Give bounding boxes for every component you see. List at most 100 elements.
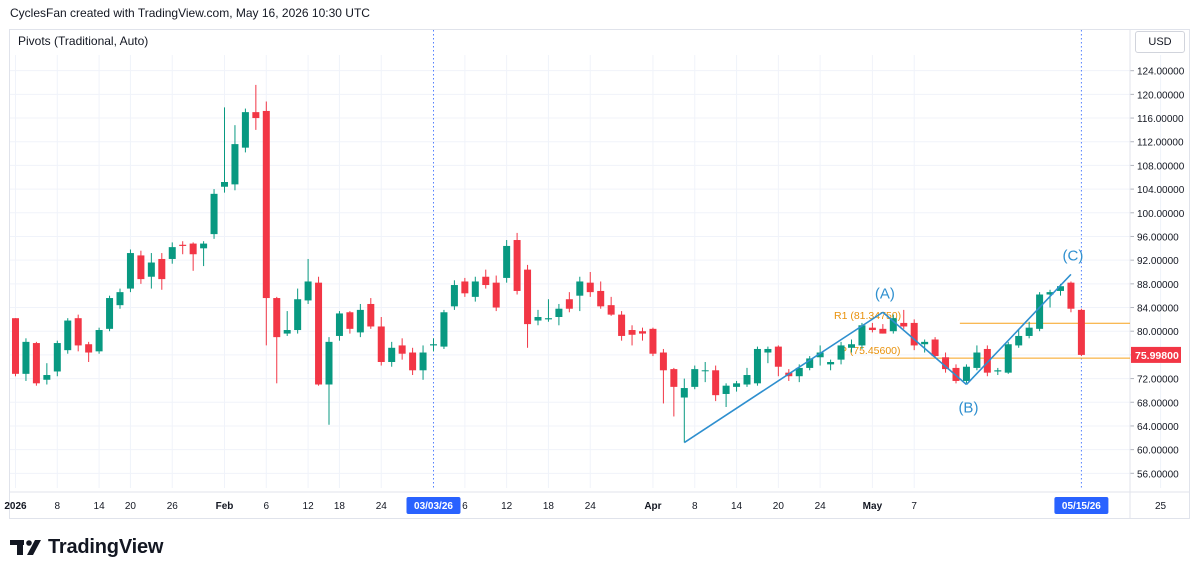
- candle: [576, 276, 584, 312]
- candle: [377, 317, 385, 366]
- candle: [670, 367, 678, 417]
- candle: [461, 277, 469, 297]
- x-tick-label: 14: [731, 501, 743, 512]
- candle: [367, 298, 375, 329]
- candle-body: [900, 322, 908, 327]
- date-highlight-box: [406, 497, 461, 514]
- candle-body: [471, 281, 479, 297]
- candle: [649, 327, 657, 357]
- candle: [1077, 308, 1085, 357]
- candle: [701, 362, 709, 383]
- x-tick-label: Apr: [644, 501, 661, 512]
- candle-body: [398, 345, 406, 354]
- candle: [273, 296, 281, 384]
- pattern-leg: [683, 311, 884, 444]
- candle: [628, 325, 636, 346]
- candles: [12, 84, 1085, 443]
- candle: [743, 367, 751, 387]
- candle: [722, 383, 730, 407]
- candle-body: [1057, 286, 1064, 291]
- candle: [565, 292, 573, 313]
- candle: [659, 348, 667, 404]
- x-tick-label: 20: [773, 501, 785, 512]
- candle: [440, 309, 448, 349]
- candle: [586, 272, 594, 297]
- candle: [325, 337, 333, 425]
- y-tick-label: 124.00000: [1137, 67, 1185, 78]
- candle-body: [53, 343, 61, 372]
- gridlines: [10, 55, 1162, 488]
- date-highlights: 03/03/26 05/15/26: [406, 30, 1109, 514]
- candle-body: [346, 312, 354, 329]
- pattern-leg: [882, 311, 967, 386]
- y-tick-label: 72.00000: [1137, 375, 1179, 386]
- candle-body: [304, 281, 312, 301]
- candle-body: [597, 290, 605, 307]
- candle-body: [848, 344, 855, 348]
- candle-body: [565, 299, 573, 309]
- candle-body: [983, 348, 991, 373]
- candle: [252, 84, 260, 130]
- x-tick-label: 26: [167, 501, 179, 512]
- candle-body: [994, 370, 1002, 372]
- y-axis: 124.00000 120.00000 116.00000 112.00000 108.…: [1130, 67, 1185, 480]
- candle: [733, 380, 741, 392]
- y-tick-label: 100.00000: [1137, 209, 1185, 220]
- candle: [147, 253, 155, 289]
- y-tick-label: 112.00000: [1137, 138, 1184, 149]
- candle-body: [837, 345, 845, 360]
- candle-body: [430, 344, 437, 346]
- candle-body: [659, 352, 667, 371]
- candle-body: [409, 352, 417, 371]
- candle-body: [283, 330, 291, 334]
- candle: [712, 365, 720, 402]
- x-tick-label: 18: [543, 501, 555, 512]
- candle: [85, 341, 93, 362]
- candle: [294, 288, 302, 334]
- candle-body: [1077, 309, 1085, 355]
- candle: [1025, 321, 1033, 339]
- pattern-leg: [965, 273, 1072, 386]
- candle: [534, 309, 542, 326]
- y-tick-label: 92.00000: [1137, 256, 1179, 267]
- candle-body: [524, 269, 532, 325]
- y-tick-label: 96.00000: [1137, 232, 1179, 243]
- candle: [95, 327, 103, 354]
- candle-body: [95, 330, 103, 352]
- currency-button[interactable]: USD: [1135, 31, 1185, 53]
- candle: [200, 241, 208, 267]
- candle-body: [628, 330, 636, 335]
- candle: [868, 322, 876, 333]
- candle: [753, 346, 761, 386]
- candle: [137, 250, 145, 284]
- last-price-label: 75.99800: [1135, 350, 1179, 362]
- candle-body: [586, 282, 594, 293]
- candle: [12, 318, 19, 377]
- x-tick-label: 24: [376, 501, 388, 512]
- candle-body: [910, 322, 918, 346]
- candle: [210, 189, 218, 239]
- candle: [168, 242, 176, 264]
- x-axis: 2026 8 14 20 26 Feb 6 12 18 24 6 12 18 24 Apr 8 14 20 24 Ma…: [4, 501, 1166, 512]
- candle: [607, 296, 615, 316]
- candle-body: [294, 299, 302, 331]
- candle-body: [419, 352, 427, 371]
- candle-body: [942, 357, 950, 370]
- candle-body: [1046, 292, 1054, 295]
- candle: [283, 311, 291, 336]
- candle-body: [262, 110, 270, 299]
- candle: [774, 345, 782, 377]
- x-tick-label: 7: [911, 501, 917, 512]
- date-highlight-label: 05/15/26: [1062, 501, 1101, 512]
- candle-body: [534, 317, 542, 321]
- candle: [262, 101, 270, 346]
- candle: [106, 295, 114, 332]
- candle-body: [158, 258, 166, 280]
- brand-name: TradingView: [48, 535, 164, 558]
- chart-pane: [9, 29, 1190, 519]
- candle: [409, 347, 417, 376]
- candle-body: [12, 318, 19, 374]
- indicator-legend[interactable]: Pivots (Traditional, Auto): [18, 34, 149, 48]
- candle-body: [889, 318, 897, 332]
